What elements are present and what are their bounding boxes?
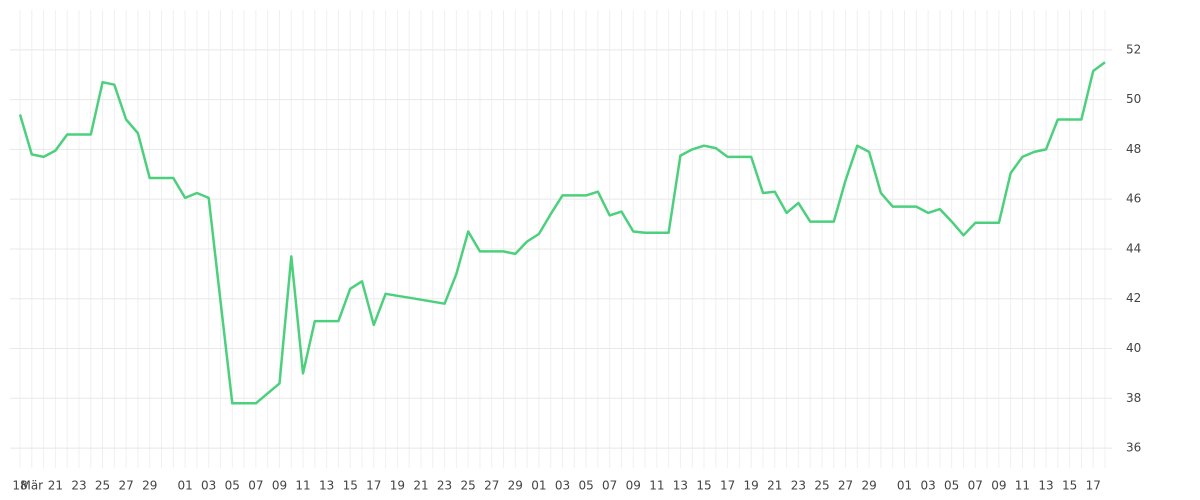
x-tick-label: 09	[991, 479, 1006, 493]
x-tick-label: 29	[861, 479, 876, 493]
y-tick-label: 42	[1126, 291, 1141, 305]
x-tick-label: 03	[201, 479, 216, 493]
x-tick-label: 17	[1086, 479, 1101, 493]
x-tick-label: 13	[319, 479, 334, 493]
y-tick-label: 46	[1126, 192, 1141, 206]
x-tick-label: 01	[177, 479, 192, 493]
y-tick-label: 48	[1126, 142, 1141, 156]
x-tick-label: 23	[791, 479, 806, 493]
y-tick-label: 44	[1126, 241, 1141, 255]
x-tick-label: 25	[95, 479, 110, 493]
y-tick-label: 40	[1126, 341, 1141, 355]
x-tick-label: 23	[437, 479, 452, 493]
y-tick-label: 38	[1126, 391, 1141, 405]
x-tick-label: 23	[71, 479, 86, 493]
x-tick-label: 21	[48, 479, 63, 493]
y-tick-label: 36	[1126, 441, 1141, 455]
x-tick-label: 01	[897, 479, 912, 493]
x-tick-label: 07	[248, 479, 263, 493]
x-tick-label: 15	[696, 479, 711, 493]
x-tick-label: 13	[1038, 479, 1053, 493]
x-tick-label: 11	[1015, 479, 1030, 493]
x-tick-label: 25	[814, 479, 829, 493]
x-tick-label: 05	[944, 479, 959, 493]
x-tick-label: 01	[531, 479, 546, 493]
x-tick-label: 17	[720, 479, 735, 493]
x-tick-label: 15	[1062, 479, 1077, 493]
data-line	[18, 61, 1106, 405]
x-tick-label: Mär	[20, 479, 43, 493]
y-tick-label: 50	[1126, 92, 1141, 106]
x-tick-label: 03	[920, 479, 935, 493]
x-tick-label: 27	[838, 479, 853, 493]
x-tick-label: 19	[390, 479, 405, 493]
x-tick-label: 13	[673, 479, 688, 493]
x-tick-label: 11	[295, 479, 310, 493]
x-tick-label: 05	[578, 479, 593, 493]
x-tick-label: 27	[484, 479, 499, 493]
x-tick-label: 21	[767, 479, 782, 493]
x-tick-label: 29	[142, 479, 157, 493]
x-tick-label: 09	[272, 479, 287, 493]
x-tick-label: 17	[366, 479, 381, 493]
x-tick-label: 19	[744, 479, 759, 493]
x-tick-label: 09	[626, 479, 641, 493]
y-tick-label: 52	[1126, 42, 1141, 56]
x-tick-label: 07	[602, 479, 617, 493]
x-tick-label: 03	[555, 479, 570, 493]
x-tick-label: 15	[343, 479, 358, 493]
x-tick-label: 29	[508, 479, 523, 493]
x-tick-label: 07	[968, 479, 983, 493]
x-tick-label: 21	[413, 479, 428, 493]
x-tick-label: 05	[225, 479, 240, 493]
x-tick-label: 18	[12, 479, 27, 493]
x-tick-label: 25	[461, 479, 476, 493]
x-tick-label: 27	[119, 479, 134, 493]
x-tick-label: 11	[649, 479, 664, 493]
